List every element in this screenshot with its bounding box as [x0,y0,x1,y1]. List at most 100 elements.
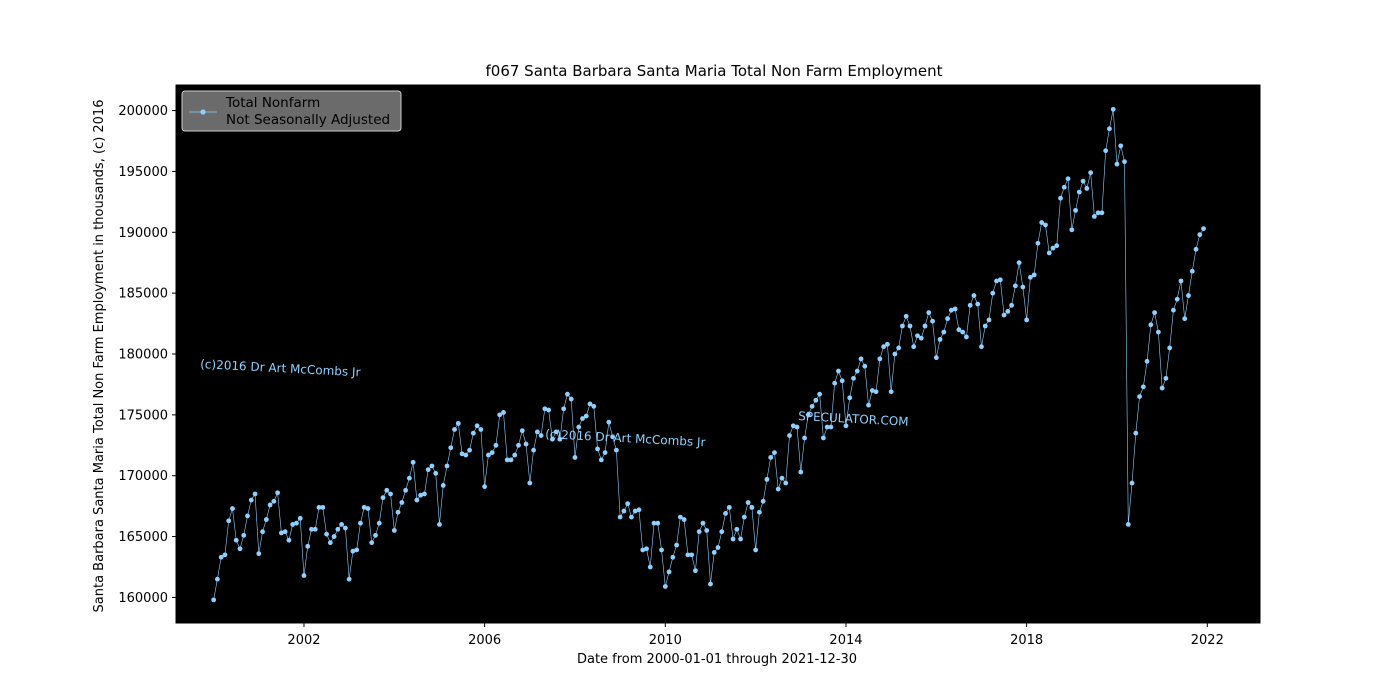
data-point [324,531,329,537]
data-point [433,470,439,476]
data-point [1076,189,1082,195]
data-point [553,429,559,435]
data-point [271,498,277,504]
data-point [576,424,582,430]
data-point [760,498,766,504]
data-point [327,540,333,546]
data-point [900,323,905,329]
data-point [354,547,360,553]
x-tick-label: 2018 [1010,633,1043,648]
data-point [1020,284,1026,290]
data-point [583,413,589,419]
x-tick-label: 2014 [829,633,862,648]
data-point [335,526,341,532]
plot-area [176,85,1260,623]
data-point [286,537,292,543]
data-point [606,419,612,425]
data-point [1133,430,1139,436]
data-point [1107,126,1112,132]
legend-series-subtitle: Not Seasonally Adjusted [226,112,390,128]
data-point [358,520,363,526]
data-point [708,581,713,587]
data-point [508,457,514,463]
data-point [689,552,695,558]
data-point [896,345,902,351]
data-point [775,486,781,492]
data-point [1125,522,1131,527]
data-point [215,576,220,582]
data-point [406,475,412,481]
y-tick-label: 175000 [118,408,168,423]
data-point [1039,220,1045,225]
data-point [316,504,322,510]
data-point [1088,170,1094,176]
data-point [1186,293,1191,298]
data-point [309,526,314,532]
data-point [418,492,424,498]
data-point [787,433,792,438]
data-point [245,513,250,519]
data-point [459,451,465,457]
data-point [948,307,954,313]
data-point [331,534,337,539]
y-tick-label: 170000 [118,469,168,484]
x-tick-label: 2002 [287,633,320,648]
data-point [632,508,638,514]
data-point [1073,207,1078,213]
data-point [602,450,608,455]
data-point [866,402,871,408]
data-point [843,423,849,429]
data-point [437,522,442,527]
data-point [805,412,811,418]
data-point [892,351,898,357]
data-point [681,517,687,522]
data-point [222,552,228,558]
data-point [478,427,484,432]
y-tick-label: 160000 [118,591,168,606]
data-point [440,483,446,488]
data-point [817,391,823,397]
data-point [275,490,281,496]
data-point [956,327,962,333]
data-point [1152,310,1158,316]
x-tick-label: 2022 [1191,633,1224,648]
data-point [373,532,378,538]
legend: Total Nonfarm Not Seasonally Adjusted [181,90,402,132]
series-layer [211,106,1206,603]
data-point [549,436,555,442]
data-point [282,529,288,535]
data-point [1091,214,1097,219]
data-point [941,329,947,335]
data-point [1069,227,1075,233]
data-point [519,428,525,434]
data-point [1009,302,1014,308]
data-point [839,378,845,384]
data-point [463,452,469,458]
data-point [523,441,529,447]
data-point [674,542,679,548]
axes: 2002 2006 2010 2014 2018 2022 160000 165000 1700… [118,84,1261,648]
data-point [388,491,393,497]
data-point [1058,195,1063,201]
data-point [448,445,454,451]
data-point [666,569,672,575]
data-point [873,389,879,395]
data-point [820,435,826,441]
data-point [832,380,838,386]
data-point [467,447,472,453]
data-point [591,403,597,409]
data-point [1012,283,1018,289]
data-point [361,504,367,510]
data-point [636,507,642,513]
data-point [779,475,785,481]
data-point [546,407,552,413]
data-point [828,424,834,430]
data-point [730,536,736,542]
data-point [455,420,461,426]
data-point [952,306,958,312]
data-point [644,546,649,552]
data-point [365,506,371,511]
data-point [301,573,307,578]
data-point [538,433,544,438]
